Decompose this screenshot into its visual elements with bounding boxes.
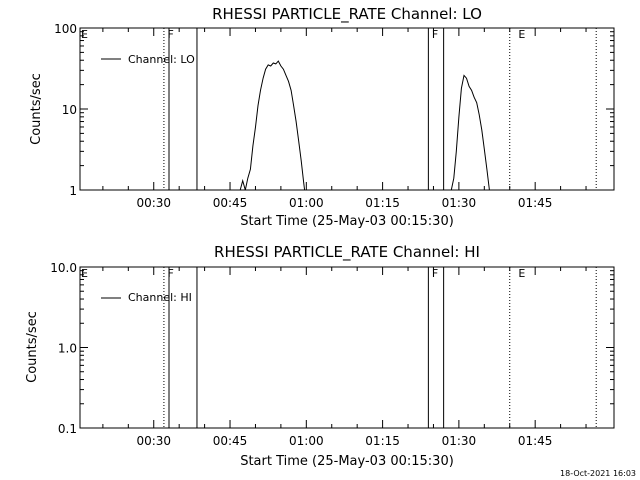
x-tick-label: 00:30 [136, 434, 171, 448]
event-annotation: E [81, 28, 88, 41]
x-tick-label: 01:15 [365, 434, 400, 448]
x-axis-label: Start Time (25-May-03 00:15:30) [240, 454, 454, 469]
x-axis-label: Start Time (25-May-03 00:15:30) [240, 214, 454, 229]
panel-hi: RHESSI PARTICLE_RATE Channel: HI Start T… [25, 243, 615, 469]
x-tick-label: 01:15 [365, 196, 400, 210]
event-annotation: E [518, 267, 525, 280]
y-axis-label: Counts/sec [29, 73, 44, 145]
event-annotation: F [167, 28, 173, 41]
x-tick-label: 00:30 [136, 196, 171, 210]
x-tick-label: 00:45 [213, 196, 248, 210]
y-tick-label: 0.1 [58, 422, 77, 436]
x-tick-label: 01:45 [518, 196, 553, 210]
y-tick-label: 10.0 [50, 261, 77, 275]
panel-lo: RHESSI PARTICLE_RATE Channel: LO Start T… [29, 5, 615, 229]
legend-label: Channel: LO [128, 53, 195, 66]
event-annotation: F [432, 267, 438, 280]
y-tick-label: 100 [54, 22, 77, 36]
event-annotation: F [432, 28, 438, 41]
x-tick-label: 01:00 [289, 434, 324, 448]
event-annotation: F [167, 267, 173, 280]
x-tick-label: 01:30 [442, 196, 477, 210]
footer-timestamp: 18-Oct-2021 16:03 [560, 469, 636, 478]
legend-label: Channel: HI [128, 291, 192, 304]
y-tick-label: 10 [62, 103, 77, 117]
chart-title: RHESSI PARTICLE_RATE Channel: LO [212, 5, 482, 24]
y-axis-label: Counts/sec [25, 311, 40, 383]
x-tick-label: 01:45 [518, 434, 553, 448]
series-line [450, 74, 490, 191]
x-tick-label: 00:45 [213, 434, 248, 448]
x-tick-label: 01:00 [289, 196, 324, 210]
y-tick-label: 1.0 [58, 342, 77, 356]
series-line [239, 60, 306, 191]
y-tick-label: 1 [69, 184, 77, 198]
chart-title: RHESSI PARTICLE_RATE Channel: HI [214, 243, 480, 262]
event-annotation: E [518, 28, 525, 41]
event-annotation: E [81, 267, 88, 280]
x-tick-label: 01:30 [442, 434, 477, 448]
